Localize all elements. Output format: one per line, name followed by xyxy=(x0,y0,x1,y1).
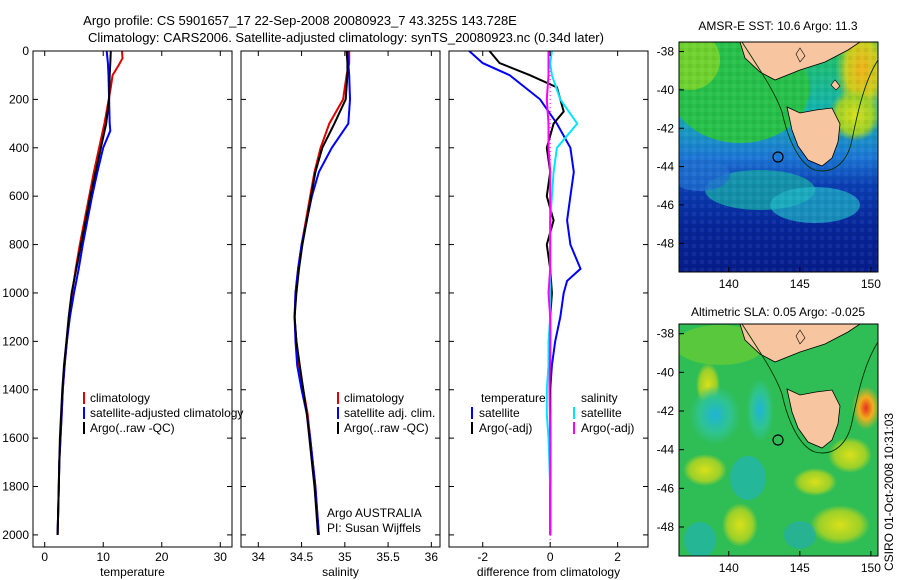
map-y-tick-label: -42 xyxy=(657,404,675,418)
series-line-temperature-argo-adj xyxy=(488,50,565,535)
map-y-tick-label: -48 xyxy=(657,236,675,250)
series-line-climatology xyxy=(293,51,351,535)
series-line-temperature-satellite xyxy=(468,50,582,535)
map-y-tick-label: -40 xyxy=(657,83,675,97)
map-x-tick-label: 145 xyxy=(790,277,810,291)
figure-title-line2: Climatology: CARS2006. Satellite-adjuste… xyxy=(88,30,604,45)
sla-field xyxy=(679,324,878,556)
temperature-profile-panel: 0 10 20 30 temperature 0 200 400 600 800 1000 1200 1… xyxy=(2,44,233,579)
legend-label: satellite xyxy=(581,406,622,420)
map-y-tick-label: -42 xyxy=(657,121,675,135)
y-tick-label: 600 xyxy=(9,189,29,203)
float-pi-annotation: PI: Susan Wijffels xyxy=(327,521,421,535)
sla-map-ticks: 140 145 150 -38 -40 -42 -44 -46 -48 xyxy=(657,327,882,575)
legend-label: satellite xyxy=(479,406,520,420)
argo-location-marker xyxy=(772,151,784,163)
salinity-panel-frame xyxy=(240,50,441,548)
x-tick-label: 10 xyxy=(97,550,111,564)
series-line-satellite-adj-clim xyxy=(293,50,352,535)
temperature-panel-frame xyxy=(32,50,233,548)
x-tick-label: 30 xyxy=(214,550,228,564)
difference-legend: temperature salinity satellite Argo(-adj… xyxy=(471,391,634,435)
salinity-x-axis-label: salinity xyxy=(322,565,359,579)
x-tick-label: 2 xyxy=(614,550,621,564)
temperature-x-axis-label: temperature xyxy=(100,565,165,579)
argo-location-marker xyxy=(772,434,784,446)
legend-label: Argo(-adj) xyxy=(581,421,634,435)
y-tick-label: 0 xyxy=(22,44,29,58)
legend-label: satellite-adjusted climatology xyxy=(90,406,243,420)
y-tick-label: 400 xyxy=(9,141,29,155)
series-line-climatology xyxy=(56,50,124,535)
y-tick-label: 1400 xyxy=(2,383,29,397)
legend-label: climatology xyxy=(344,391,404,405)
y-tick-label: 1200 xyxy=(2,334,29,348)
x-tick-label: 0 xyxy=(547,550,554,564)
map-y-tick-label: -38 xyxy=(657,45,675,59)
x-tick-label: 34.5 xyxy=(290,550,314,564)
sla-map-frame xyxy=(678,323,879,557)
map-y-tick-label: -46 xyxy=(657,481,675,495)
map-y-tick-label: -38 xyxy=(657,327,675,341)
legend-label: Argo(..raw -QC) xyxy=(344,421,429,435)
y-tick-label: 1800 xyxy=(2,480,29,494)
difference-x-axis-label: difference from climatology xyxy=(477,565,620,579)
y-tick-label: 200 xyxy=(9,92,29,106)
map-y-tick-label: -40 xyxy=(657,365,675,379)
x-tick-label: 20 xyxy=(155,550,169,564)
x-tick-label: -2 xyxy=(477,550,488,564)
map-y-tick-label: -44 xyxy=(657,160,675,174)
map-x-tick-label: 140 xyxy=(719,561,739,575)
sst-map-frame xyxy=(678,41,879,273)
float-program-annotation: Argo AUSTRALIA xyxy=(327,506,422,520)
legend-header-salinity: salinity xyxy=(581,391,618,405)
legend-header-temperature: temperature xyxy=(481,391,546,405)
series-line-satellite-adjusted-climatology xyxy=(56,50,112,535)
x-tick-label: 35.5 xyxy=(376,550,400,564)
sst-map-panel: AMSR-E SST: 10.6 Argo: 11.3 140 145 150 -38… xyxy=(657,19,882,291)
map-y-tick-label: -48 xyxy=(657,520,675,534)
figure-title-line1: Argo profile: CS 5901657_17 22-Sep-2008 … xyxy=(83,13,517,28)
x-tick-label: 35 xyxy=(338,550,352,564)
map-y-tick-label: -44 xyxy=(657,443,675,457)
map-y-tick-label: -46 xyxy=(657,198,675,212)
sla-map-panel: Altimetric SLA: 0.05 Argo: -0.025 140 145… xyxy=(657,305,882,575)
map-x-tick-label: 150 xyxy=(861,277,881,291)
sst-map-ticks: 140 145 150 -38 -40 -42 -44 -46 -48 xyxy=(657,45,882,291)
series-line-salinity-argo-adj xyxy=(545,51,552,535)
side-stamp: CSIRO 01-Oct-2008 10:31:03 xyxy=(882,413,896,571)
map-x-tick-label: 145 xyxy=(790,561,810,575)
series-line-argo-raw-qc xyxy=(293,50,349,535)
legend-label: satellite adj. clim. xyxy=(344,406,435,420)
x-tick-label: 36 xyxy=(425,550,439,564)
y-tick-label: 2000 xyxy=(2,528,29,542)
x-tick-label: 34 xyxy=(252,550,266,564)
map-x-tick-label: 140 xyxy=(719,277,739,291)
salinity-legend: climatology satellite adj. clim. Argo(..… xyxy=(327,391,435,535)
y-tick-label: 800 xyxy=(9,238,29,252)
sla-map-title: Altimetric SLA: 0.05 Argo: -0.025 xyxy=(691,305,865,319)
salinity-profile-panel: 34 34.5 35 35.5 36 salinity xyxy=(240,50,441,579)
series-line-argo-raw-qc xyxy=(56,50,112,535)
legend-label: Argo(..raw -QC) xyxy=(90,421,175,435)
sst-field xyxy=(679,42,878,272)
legend-label: climatology xyxy=(90,391,150,405)
legend-label: Argo(-adj) xyxy=(479,421,532,435)
y-tick-label: 1600 xyxy=(2,431,29,445)
y-tick-label: 1000 xyxy=(2,286,29,300)
temperature-legend: climatology satellite-adjusted climatolo… xyxy=(83,391,243,435)
x-tick-label: 0 xyxy=(41,550,48,564)
difference-panel-frame xyxy=(448,50,649,548)
sst-map-title: AMSR-E SST: 10.6 Argo: 11.3 xyxy=(698,19,858,33)
map-x-tick-label: 150 xyxy=(861,561,881,575)
